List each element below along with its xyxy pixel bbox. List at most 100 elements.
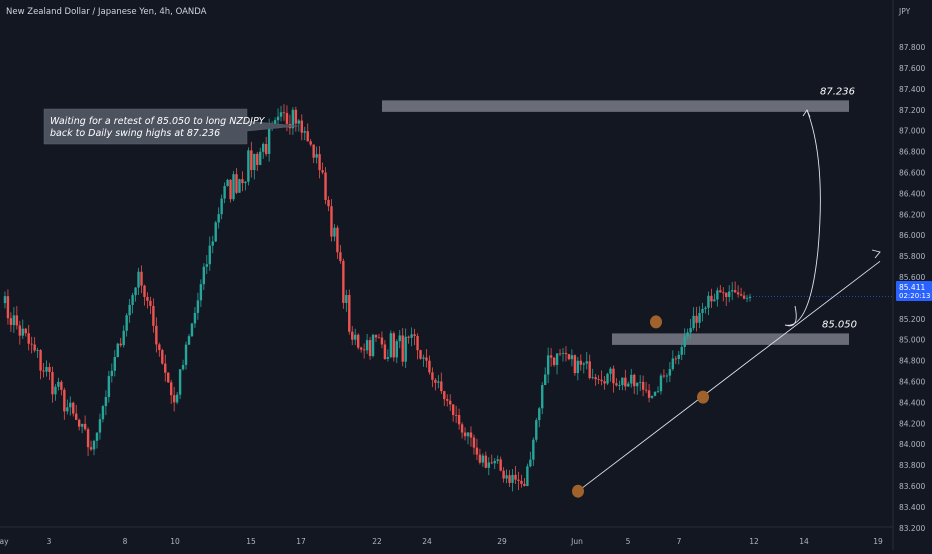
candle-body [63,389,66,412]
candle-body [98,419,102,433]
candle-body [140,271,143,286]
candle-body [95,432,99,441]
candle-body [505,475,508,479]
y-tick-label: 87.600 [899,64,925,73]
candle-body [259,151,262,165]
candle-body [428,360,431,373]
projection-curve [784,109,821,327]
candle-body [190,323,194,337]
candle-body [164,363,167,373]
candle-body [306,131,309,142]
candle-body [677,354,680,359]
candle-body [609,368,612,374]
candle-body [386,357,390,359]
candle-body [514,474,517,480]
candle-body [202,266,206,285]
candle-body [404,336,407,362]
candle-body [309,141,312,145]
y-tick-label: 83.600 [899,482,925,491]
candle-body [45,367,48,372]
candle-body [713,299,716,302]
currency-label: JPY [898,7,911,16]
candle-body [600,379,603,382]
y-tick-label: 84.600 [899,377,925,386]
candle-body [410,334,413,338]
candle-body [276,116,280,121]
candle-body [354,334,357,340]
candle-body [161,350,164,364]
candle-body [152,305,155,326]
candle-body [348,294,351,332]
chart-title: New Zealand Dollar / Japanese Yen, 4h, O… [6,7,207,17]
candle-body [30,343,33,345]
zone-label: 87.236 [820,86,855,97]
candle-body [437,381,440,383]
candle-body [146,296,149,301]
projection-arrowhead [802,109,811,118]
x-tick-label: 8 [123,537,128,546]
candle-body [229,179,232,200]
x-tick-label: Jun [570,537,583,546]
candle-body [312,144,315,158]
zones: 87.236 85.050 [382,86,857,345]
candle-body [181,364,185,370]
candle-body [128,304,131,316]
candle-body [422,357,425,359]
candle-body [303,131,306,133]
candle-body [434,379,437,383]
candle-body [315,154,318,158]
x-tick-label: ay [0,537,9,546]
candle-body [576,360,580,374]
candle-body [748,296,752,298]
candle-body [419,350,422,359]
swing-marker [572,484,584,498]
y-tick-label: 86.800 [899,148,925,157]
callout-line-1: Waiting for a retest of 85.050 to long N… [50,116,266,127]
candle-body [336,227,339,253]
candle-body [555,353,559,366]
x-tick-label: 19 [873,537,883,546]
candle-body [543,374,547,386]
candle-body [656,391,660,393]
candle-body [324,172,327,200]
x-tick-label: 22 [372,537,382,546]
candle-body [167,372,170,383]
x-tick-label: 14 [799,537,809,546]
candle-body [113,357,116,371]
candle-body [217,214,220,223]
candle-body [247,150,250,182]
candle-body [496,459,499,461]
candle-body [733,290,737,293]
candle-body [48,367,51,372]
candle-body [131,295,134,305]
candle-body [644,389,648,391]
candle-body [463,432,467,437]
x-tick-label: 17 [296,537,306,546]
candle-body [273,120,277,125]
candle-body [454,415,458,416]
candle-body [618,385,621,386]
candle-body [730,290,734,292]
candle-body [89,447,93,450]
candle-body [39,350,42,371]
candle-body [244,181,247,184]
candle-body [549,355,553,358]
candle-body [704,307,707,309]
candle-body [564,352,568,355]
candle-body [446,399,449,401]
candle-body [92,440,96,450]
callout-line-2: back to Daily swing highs at 87.236 [50,128,220,139]
candle-body [739,294,743,296]
candle-body [356,334,360,348]
candle-body [736,292,740,295]
candle-body [220,198,223,215]
candle-body [451,404,455,416]
y-tick-label: 87.400 [899,85,925,94]
last-price-value: 85.411 [899,283,925,292]
time-axis[interactable]: ay 3 8 10 15 17 22 24 29 Jun 5 7 12 14 19 [0,537,883,546]
candle-body [638,381,642,383]
candle-body [279,112,283,117]
y-tick-label: 83.400 [899,503,925,512]
